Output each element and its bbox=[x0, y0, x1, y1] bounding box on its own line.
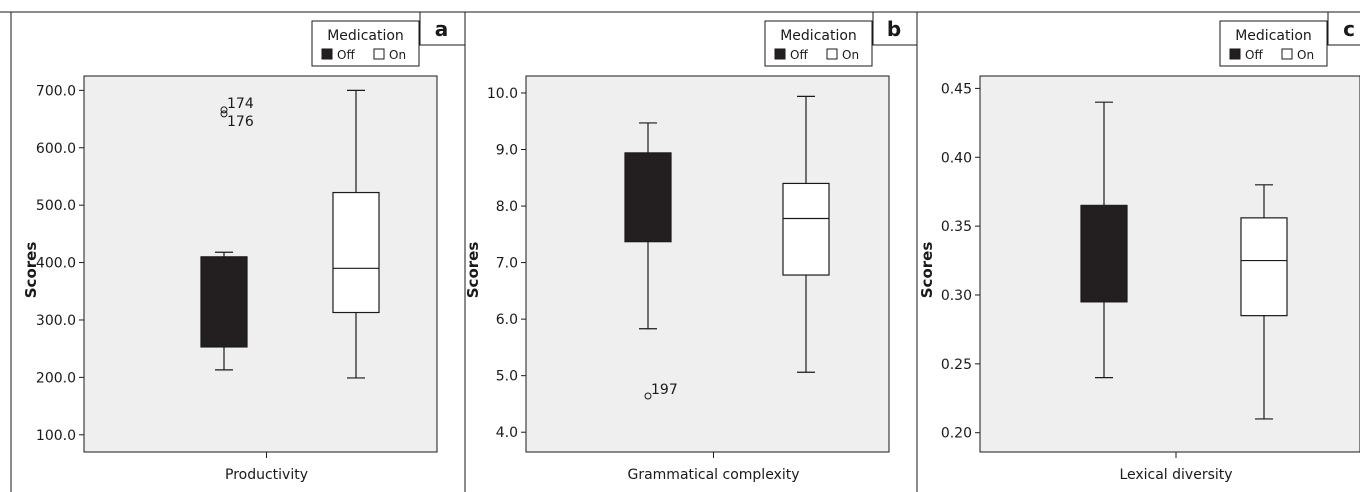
legend: Medication Off On bbox=[764, 20, 873, 67]
legend: Medication Off On bbox=[311, 20, 420, 67]
legend-label-on: On bbox=[389, 48, 406, 62]
legend-title: Medication bbox=[1235, 28, 1312, 44]
panel-letter-box bbox=[419, 11, 466, 46]
box-off bbox=[1080, 101, 1128, 379]
y-tick-label: 0.35 bbox=[941, 219, 972, 235]
box-iqr bbox=[200, 256, 248, 348]
box-iqr bbox=[332, 191, 380, 314]
legend-swatch-on bbox=[1281, 48, 1293, 60]
box-off bbox=[624, 122, 672, 330]
outlier-point bbox=[220, 106, 228, 114]
outlier-label: 197 bbox=[651, 382, 678, 398]
legend-label-off: Off bbox=[1245, 48, 1263, 62]
plot-area bbox=[525, 75, 890, 453]
panel-c: 0.20 0.25 0.30 0.35 0.40 0.45 Scores Lexical di… bbox=[918, 11, 1360, 483]
panel-letter: a bbox=[435, 17, 449, 41]
y-axis-label: Scores bbox=[22, 242, 40, 299]
y-tick-label: 400.0 bbox=[36, 256, 76, 272]
box-on bbox=[332, 89, 380, 379]
y-tick-label: 5.0 bbox=[496, 369, 518, 385]
y-tick-label: 0.45 bbox=[941, 81, 972, 97]
legend-title: Medication bbox=[780, 28, 857, 44]
y-tick-label: 7.0 bbox=[496, 256, 518, 272]
y-tick-label: 10.0 bbox=[487, 86, 518, 102]
legend-swatch-on bbox=[826, 48, 838, 60]
y-tick-label: 0.40 bbox=[941, 150, 972, 166]
y-axis-label: Scores bbox=[464, 242, 482, 299]
legend-swatch-on bbox=[373, 48, 385, 60]
y-tick-label: 500.0 bbox=[36, 198, 76, 214]
y-tick-label: 200.0 bbox=[36, 370, 76, 386]
x-axis-label: Productivity bbox=[225, 467, 308, 483]
outlier-label: 176 bbox=[227, 114, 254, 130]
y-tick-label: 700.0 bbox=[36, 83, 76, 99]
outlier-label: 174 bbox=[227, 96, 254, 112]
box-on bbox=[1240, 184, 1288, 420]
y-tick-label: 300.0 bbox=[36, 313, 76, 329]
outlier-point bbox=[644, 392, 652, 400]
panel-letter: b bbox=[887, 17, 901, 41]
x-axis-label: Grammatical complexity bbox=[627, 467, 799, 483]
legend-swatch-off bbox=[774, 48, 786, 60]
y-tick-label: 600.0 bbox=[36, 141, 76, 157]
y-axis-label: Scores bbox=[918, 242, 936, 299]
legend-label-on: On bbox=[842, 48, 859, 62]
box-iqr bbox=[782, 182, 830, 276]
x-axis-label: Lexical diversity bbox=[1119, 467, 1232, 483]
legend-label-on: On bbox=[1297, 48, 1314, 62]
y-tick-label: 8.0 bbox=[496, 199, 518, 215]
box-on bbox=[782, 95, 830, 373]
box-iqr bbox=[1080, 204, 1128, 303]
y-tick-label: 0.30 bbox=[941, 288, 972, 304]
y-tick-label: 0.20 bbox=[941, 426, 972, 442]
legend: Medication Off On bbox=[1219, 20, 1328, 67]
box-off bbox=[200, 251, 248, 371]
legend-label-off: Off bbox=[337, 48, 355, 62]
panel-letter: c bbox=[1343, 17, 1355, 41]
panel-b: 4.0 5.0 6.0 7.0 8.0 9.0 10.0 Scores Grammatical … bbox=[464, 11, 918, 483]
outlier-point bbox=[220, 110, 228, 118]
box-iqr bbox=[624, 152, 672, 243]
legend-swatch-off bbox=[321, 48, 333, 60]
legend-swatch-off bbox=[1229, 48, 1241, 60]
y-tick-label: 4.0 bbox=[496, 425, 518, 441]
y-tick-label: 0.25 bbox=[941, 357, 972, 373]
legend-label-off: Off bbox=[790, 48, 808, 62]
legend-title: Medication bbox=[327, 28, 404, 44]
plot-area bbox=[979, 75, 1360, 453]
plot-area bbox=[83, 75, 438, 453]
panel-letter-box bbox=[1327, 11, 1360, 46]
y-tick-label: 6.0 bbox=[496, 312, 518, 328]
y-tick-label: 100.0 bbox=[36, 428, 76, 444]
box-iqr bbox=[1240, 217, 1288, 317]
panel-a: 100.0 200.0 300.0 400.0 500.0 600.0 700.0 Score… bbox=[22, 11, 466, 483]
y-tick-label: 9.0 bbox=[496, 143, 518, 159]
panel-letter-box bbox=[872, 11, 918, 46]
